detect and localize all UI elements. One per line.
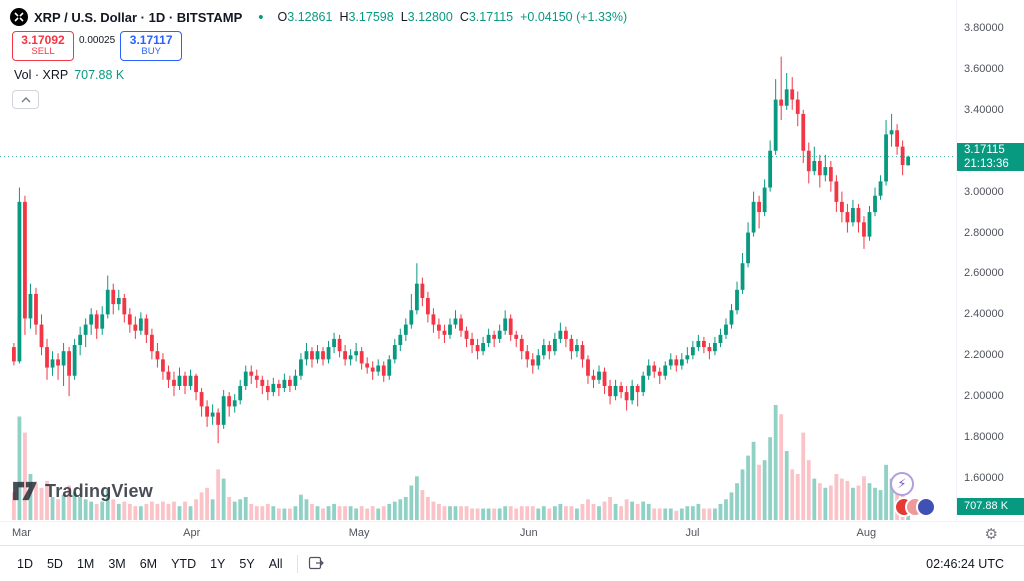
chart-legend: XRP / U.S. Dollar · 1D · BITSTAMP • O3.1…: [10, 8, 627, 26]
price-axis-label: 1.80000: [964, 431, 1004, 444]
chart-region: XRP / U.S. Dollar · 1D · BITSTAMP • O3.1…: [0, 0, 1024, 545]
xrp-logo-icon: [10, 8, 28, 26]
spread-value: 0.00025: [79, 35, 116, 46]
time-axis-label: Jul: [685, 527, 700, 539]
range-button-6m[interactable]: 6M: [133, 553, 164, 575]
price-axis-label: 2.40000: [964, 308, 1004, 321]
change-value: +0.04150 (+1.33%): [520, 10, 628, 24]
market-status-icon[interactable]: •: [258, 8, 264, 26]
clock-utc[interactable]: 02:46:24 UTC: [926, 556, 1004, 571]
time-axis-label: Mar: [12, 527, 31, 539]
buy-button[interactable]: 3.17117 BUY: [120, 31, 183, 61]
volume-bars: [12, 405, 911, 520]
ohlc-values: O3.12861 H3.17598 L3.12800 C3.17115 +0.0…: [277, 10, 628, 24]
range-button-1y[interactable]: 1Y: [203, 553, 232, 575]
chevron-up-icon: [21, 96, 30, 102]
collapse-legend-button[interactable]: [12, 90, 39, 109]
reaction-icon: [916, 497, 936, 517]
settings-gear-icon[interactable]: ⚙: [984, 526, 998, 543]
price-axis-label: 3.80000: [964, 22, 1004, 34]
volume-legend[interactable]: Vol · XRP 707.88 K: [14, 68, 125, 82]
current-price-tag: 3.17115 21:13:36: [957, 142, 1024, 171]
time-axis-label: May: [348, 527, 370, 539]
trade-panel: 3.17092 SELL 0.00025 3.17117 BUY: [12, 31, 183, 61]
time-axis-label: Jun: [519, 527, 538, 539]
go-to-date-button[interactable]: [305, 552, 328, 575]
current-volume-tag: 707.88 K: [957, 498, 1024, 515]
price-axis-label: 3.00000: [964, 185, 1004, 198]
time-axis-label: Apr: [183, 527, 201, 539]
price-axis-label: 2.80000: [964, 226, 1004, 239]
price-axis-label: 1.60000: [964, 471, 1004, 484]
candles: [12, 56, 911, 444]
range-button-1m[interactable]: 1M: [70, 553, 101, 575]
range-button-5d[interactable]: 5D: [40, 553, 70, 575]
go-to-date-icon: [308, 556, 324, 570]
price-axis-label: 2.20000: [964, 349, 1004, 362]
price-axis-label: 2.60000: [964, 267, 1004, 280]
lightning-boost-icon[interactable]: ⚡: [890, 472, 914, 496]
price-axis[interactable]: 3.800003.600003.400003.200003.000002.800…: [956, 0, 1024, 521]
time-axis[interactable]: Mar Apr May Jun Jul Aug ⚙: [0, 521, 1024, 545]
reactions-cluster-icon[interactable]: [894, 495, 936, 519]
range-button-3m[interactable]: 3M: [101, 553, 132, 575]
range-button-ytd[interactable]: YTD: [164, 553, 203, 575]
tradingview-logo[interactable]: TradingView: [12, 480, 153, 502]
price-axis-label: 3.40000: [964, 103, 1004, 116]
price-axis-label: 3.60000: [964, 62, 1004, 75]
sell-button[interactable]: 3.17092 SELL: [12, 31, 74, 61]
time-axis-label: Aug: [856, 527, 877, 539]
price-axis-label: 2.00000: [964, 390, 1004, 403]
toolbar-divider: [296, 554, 298, 573]
range-button-1d[interactable]: 1D: [10, 553, 40, 575]
symbol-title[interactable]: XRP / U.S. Dollar · 1D · BITSTAMP: [34, 9, 243, 25]
range-button-all[interactable]: All: [262, 553, 290, 575]
bottom-toolbar: 1D 5D 1M 3M 6M YTD 1Y 5Y All 02:46:24 UTC: [0, 545, 1024, 581]
range-button-5y[interactable]: 5Y: [232, 553, 261, 575]
candlestick-chart[interactable]: [0, 0, 956, 521]
tradingview-logo-icon: [13, 481, 37, 501]
